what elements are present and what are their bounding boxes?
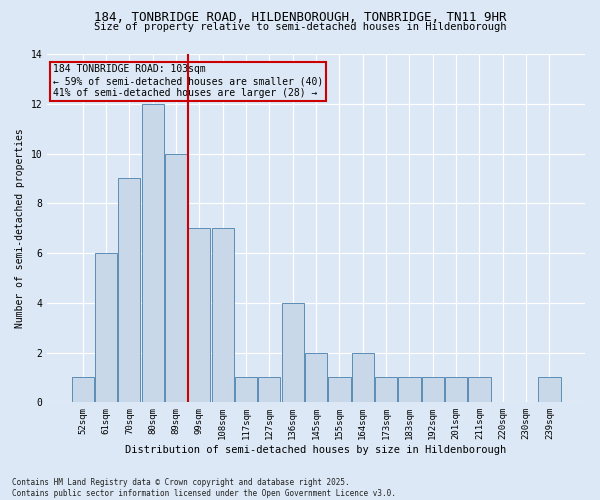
Bar [165, 154, 187, 402]
Text: 184, TONBRIDGE ROAD, HILDENBOROUGH, TONBRIDGE, TN11 9HR: 184, TONBRIDGE ROAD, HILDENBOROUGH, TONB… [94, 11, 506, 24]
Bar [95, 253, 117, 402]
Bar [235, 378, 257, 402]
Bar [305, 352, 327, 403]
Bar [398, 378, 421, 402]
Bar [469, 378, 491, 402]
X-axis label: Distribution of semi-detached houses by size in Hildenborough: Distribution of semi-detached houses by … [125, 445, 507, 455]
Bar [188, 228, 211, 402]
Bar [352, 352, 374, 403]
Text: Size of property relative to semi-detached houses in Hildenborough: Size of property relative to semi-detach… [94, 22, 506, 32]
Y-axis label: Number of semi-detached properties: Number of semi-detached properties [15, 128, 25, 328]
Text: 184 TONBRIDGE ROAD: 103sqm
← 59% of semi-detached houses are smaller (40)
41% of: 184 TONBRIDGE ROAD: 103sqm ← 59% of semi… [53, 64, 323, 98]
Bar [538, 378, 560, 402]
Bar [328, 378, 350, 402]
Bar [422, 378, 444, 402]
Bar [118, 178, 140, 402]
Bar [445, 378, 467, 402]
Bar [259, 378, 280, 402]
Bar [212, 228, 234, 402]
Bar [281, 303, 304, 402]
Bar [142, 104, 164, 403]
Bar [71, 378, 94, 402]
Bar [375, 378, 397, 402]
Text: Contains HM Land Registry data © Crown copyright and database right 2025.
Contai: Contains HM Land Registry data © Crown c… [12, 478, 396, 498]
